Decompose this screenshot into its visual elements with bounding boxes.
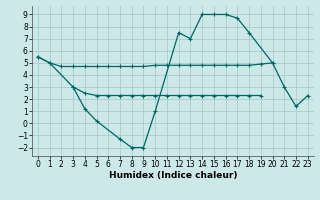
X-axis label: Humidex (Indice chaleur): Humidex (Indice chaleur) — [108, 171, 237, 180]
